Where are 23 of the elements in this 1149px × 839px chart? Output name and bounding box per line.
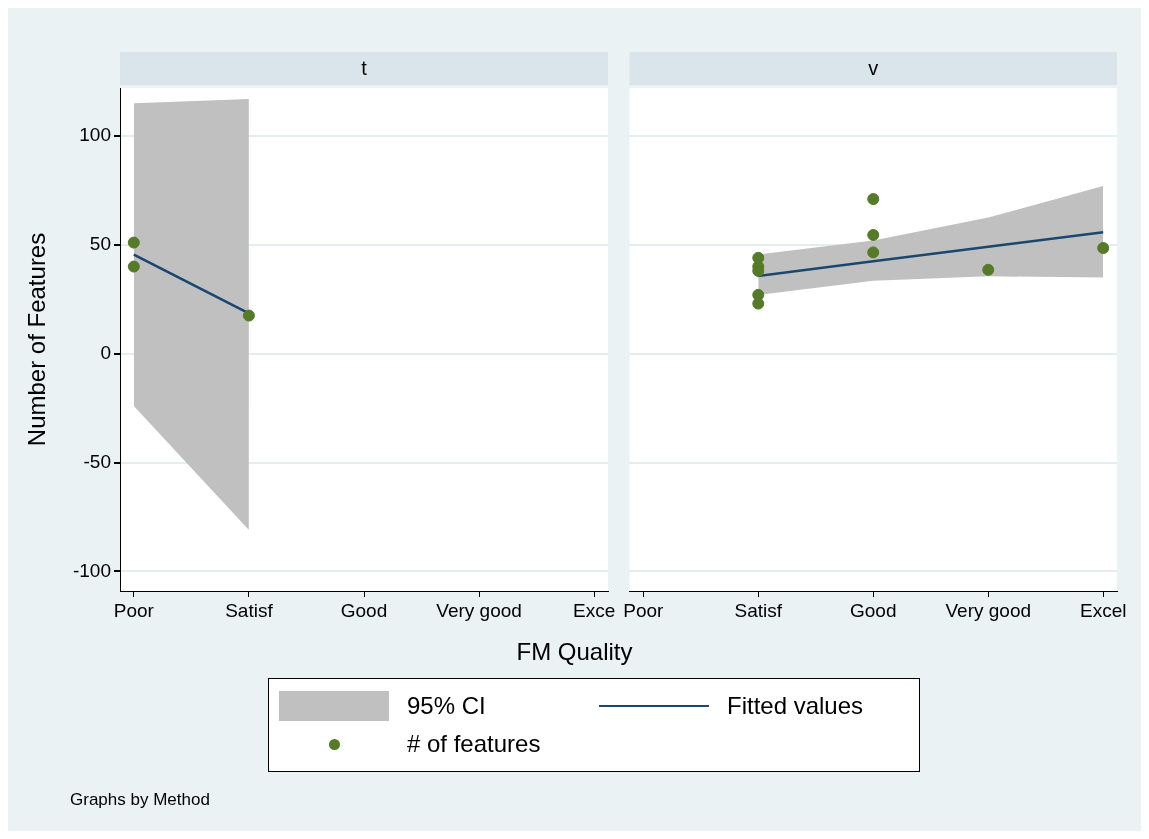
x-tick-label: Satisf xyxy=(225,599,274,621)
y-tick-label: -100 xyxy=(72,559,111,581)
x-tick-label: Good xyxy=(850,599,897,621)
chart-title: t xyxy=(361,56,368,79)
x-tick-label: Very good xyxy=(436,599,522,621)
text: 95% CI xyxy=(407,692,486,720)
text: Graphs by Method xyxy=(70,790,210,810)
x-tick-label: Good xyxy=(340,599,388,621)
x-tick-label: Exce xyxy=(573,599,616,621)
x-tick-label: Excel xyxy=(1079,599,1127,621)
chart-title: v xyxy=(868,56,879,79)
x-tick-label: Poor xyxy=(113,599,155,621)
y-tick-label: 50 xyxy=(89,233,111,255)
legend-label: Fitted values xyxy=(727,692,864,720)
text: # of features xyxy=(407,730,541,758)
x-axis-title: FM Quality xyxy=(515,638,634,666)
y-tick-label: 0 xyxy=(100,341,111,363)
x-tick-label: Satisf xyxy=(734,599,783,621)
y-tick-label: 100 xyxy=(79,124,111,146)
y-axis-title: Number of Features xyxy=(23,232,51,447)
x-tick-label: Very good xyxy=(945,599,1032,621)
y-tick-label: -50 xyxy=(83,450,111,472)
x-tick-label: Poor xyxy=(623,599,665,621)
